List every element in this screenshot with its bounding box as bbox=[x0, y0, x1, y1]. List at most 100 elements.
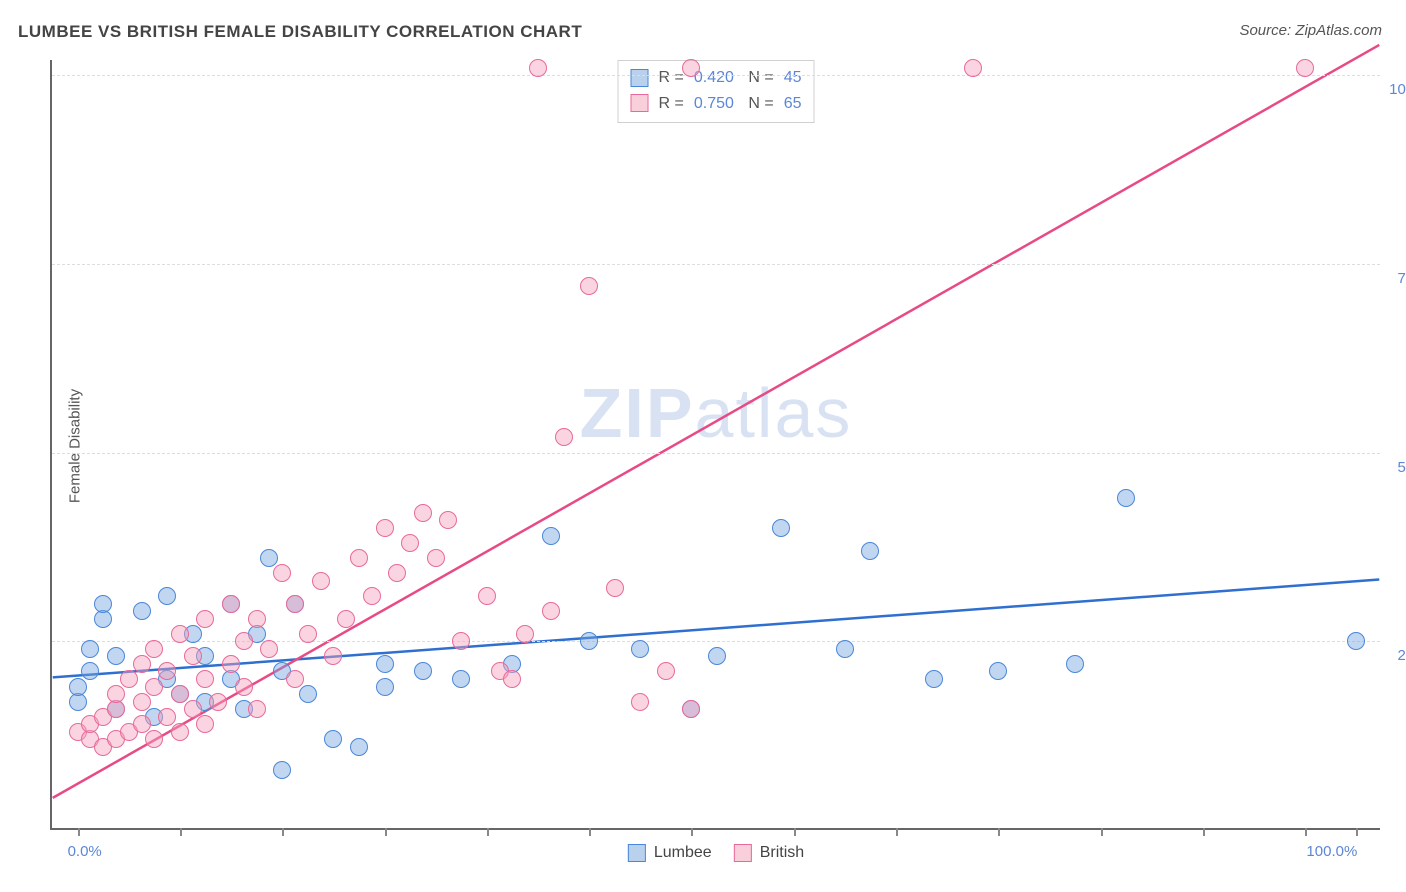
xtick bbox=[385, 828, 387, 836]
data-point-lumbee bbox=[133, 602, 151, 620]
ytick-label: 100.0% bbox=[1389, 81, 1406, 98]
data-point-british bbox=[171, 625, 189, 643]
data-point-british bbox=[299, 625, 317, 643]
data-point-british bbox=[1296, 59, 1314, 77]
data-point-lumbee bbox=[580, 632, 598, 650]
stats-row-lumbee: R =0.420 N =45 bbox=[631, 65, 802, 91]
xtick bbox=[487, 828, 489, 836]
data-point-british bbox=[452, 632, 470, 650]
stats-legend-box: R =0.420 N =45 R =0.750 N =65 bbox=[618, 60, 815, 123]
data-point-lumbee bbox=[989, 662, 1007, 680]
data-point-british bbox=[222, 595, 240, 613]
data-point-british bbox=[133, 655, 151, 673]
data-point-british bbox=[580, 277, 598, 295]
xtick bbox=[78, 828, 80, 836]
data-point-british bbox=[133, 715, 151, 733]
data-point-british bbox=[324, 647, 342, 665]
gridline bbox=[52, 264, 1380, 265]
data-point-british bbox=[286, 595, 304, 613]
data-point-lumbee bbox=[350, 738, 368, 756]
data-point-british bbox=[273, 564, 291, 582]
british-n-value: 65 bbox=[784, 91, 802, 117]
data-point-british bbox=[196, 610, 214, 628]
xtick bbox=[1101, 828, 1103, 836]
legend-label-british: British bbox=[760, 844, 804, 862]
data-point-lumbee bbox=[542, 527, 560, 545]
data-point-british bbox=[196, 715, 214, 733]
data-point-british bbox=[503, 670, 521, 688]
data-point-british bbox=[248, 610, 266, 628]
data-point-british bbox=[542, 602, 560, 620]
legend-item-lumbee: Lumbee bbox=[628, 844, 712, 862]
data-point-lumbee bbox=[861, 542, 879, 560]
lumbee-swatch-icon bbox=[628, 844, 646, 862]
ytick-label: 25.0% bbox=[1397, 647, 1406, 664]
data-point-british bbox=[376, 519, 394, 537]
data-point-british bbox=[171, 685, 189, 703]
data-point-lumbee bbox=[1117, 489, 1135, 507]
data-point-lumbee bbox=[260, 549, 278, 567]
data-point-lumbee bbox=[376, 678, 394, 696]
data-point-british bbox=[401, 534, 419, 552]
source-label: Source: ZipAtlas.com bbox=[1239, 22, 1382, 39]
data-point-lumbee bbox=[94, 595, 112, 613]
british-swatch-icon bbox=[631, 94, 649, 112]
data-point-lumbee bbox=[158, 587, 176, 605]
data-point-lumbee bbox=[1066, 655, 1084, 673]
data-point-british bbox=[657, 662, 675, 680]
data-point-british bbox=[606, 579, 624, 597]
data-point-british bbox=[350, 549, 368, 567]
xtick bbox=[180, 828, 182, 836]
data-point-british bbox=[145, 730, 163, 748]
data-point-lumbee bbox=[107, 647, 125, 665]
data-point-british bbox=[363, 587, 381, 605]
data-point-british bbox=[222, 655, 240, 673]
data-point-british bbox=[133, 693, 151, 711]
data-point-lumbee bbox=[324, 730, 342, 748]
data-point-british bbox=[682, 59, 700, 77]
xtick bbox=[896, 828, 898, 836]
legend-item-british: British bbox=[734, 844, 804, 862]
xtick bbox=[794, 828, 796, 836]
data-point-lumbee bbox=[414, 662, 432, 680]
data-point-british bbox=[631, 693, 649, 711]
data-point-british bbox=[107, 685, 125, 703]
data-point-lumbee bbox=[925, 670, 943, 688]
xtick bbox=[998, 828, 1000, 836]
data-point-lumbee bbox=[631, 640, 649, 658]
data-point-lumbee bbox=[836, 640, 854, 658]
stats-row-british: R =0.750 N =65 bbox=[631, 91, 802, 117]
data-point-british bbox=[529, 59, 547, 77]
data-point-british bbox=[414, 504, 432, 522]
data-point-lumbee bbox=[1347, 632, 1365, 650]
data-point-british bbox=[337, 610, 355, 628]
data-point-british bbox=[516, 625, 534, 643]
xtick bbox=[282, 828, 284, 836]
plot-area: ZIPatlas R =0.420 N =45 R =0.750 N =65 L… bbox=[50, 60, 1380, 830]
data-point-lumbee bbox=[772, 519, 790, 537]
data-point-lumbee bbox=[376, 655, 394, 673]
data-point-lumbee bbox=[452, 670, 470, 688]
data-point-british bbox=[196, 670, 214, 688]
data-point-british bbox=[158, 662, 176, 680]
data-point-british bbox=[286, 670, 304, 688]
ytick-label: 75.0% bbox=[1397, 270, 1406, 287]
legend-label-lumbee: Lumbee bbox=[654, 844, 712, 862]
data-point-british bbox=[555, 428, 573, 446]
data-point-british bbox=[682, 700, 700, 718]
data-point-british bbox=[209, 693, 227, 711]
data-point-british bbox=[248, 700, 266, 718]
data-point-british bbox=[184, 700, 202, 718]
british-swatch-icon bbox=[734, 844, 752, 862]
data-point-british bbox=[260, 640, 278, 658]
lumbee-n-value: 45 bbox=[784, 65, 802, 91]
british-r-value: 0.750 bbox=[694, 91, 734, 117]
data-point-british bbox=[184, 647, 202, 665]
chart-title: LUMBEE VS BRITISH FEMALE DISABILITY CORR… bbox=[18, 22, 582, 42]
data-point-lumbee bbox=[708, 647, 726, 665]
xtick-label: 0.0% bbox=[68, 843, 102, 860]
data-point-british bbox=[439, 511, 457, 529]
data-point-british bbox=[235, 678, 253, 696]
data-point-lumbee bbox=[81, 662, 99, 680]
xtick bbox=[691, 828, 693, 836]
